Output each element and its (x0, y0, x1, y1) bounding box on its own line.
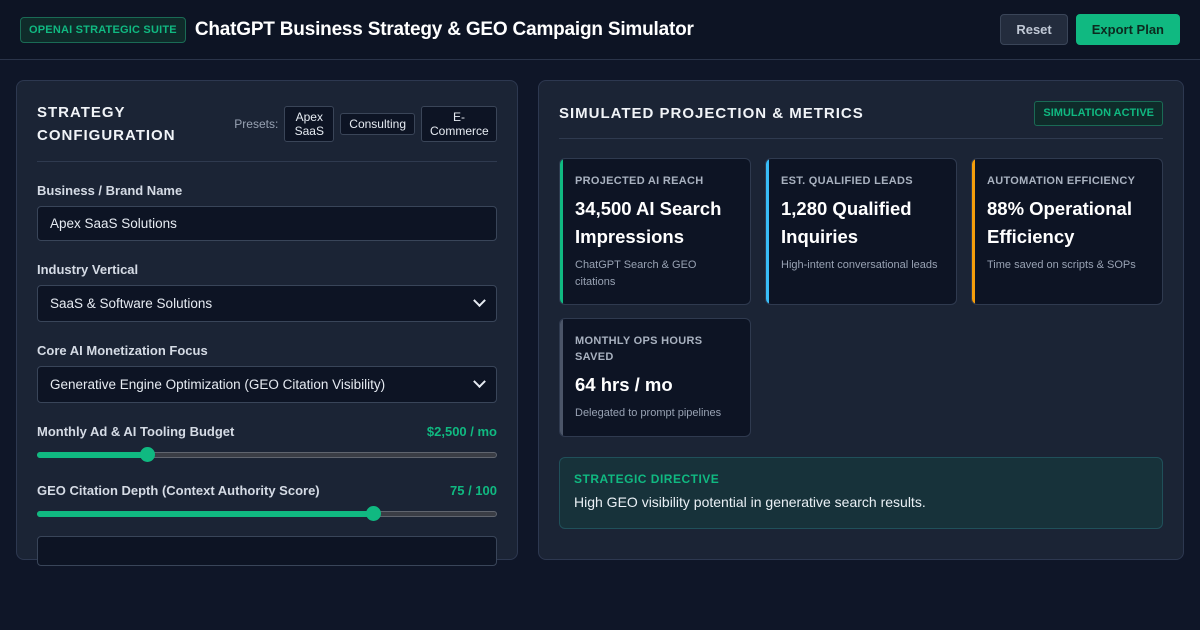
preset-ecommerce-line2: Commerce (430, 124, 489, 138)
budget-slider[interactable] (37, 447, 497, 463)
app-header: OPENAI STRATEGIC SUITE ChatGPT Business … (0, 0, 1200, 60)
brand-name-label: Business / Brand Name (37, 183, 183, 198)
focus-field: Core AI Monetization Focus Generative En… (37, 343, 497, 403)
metric-card-qualified-leads: EST. QUALIFIED LEADS 1,280 Qualified Inq… (765, 158, 957, 305)
budget-value: $2,500 / mo (426, 424, 497, 439)
strategic-directive-box: STRATEGIC DIRECTIVE High GEO visibility … (559, 457, 1163, 529)
export-plan-button[interactable]: Export Plan (1075, 14, 1180, 45)
presets-label: Presets: (234, 117, 279, 131)
app-title: ChatGPT Business Strategy & GEO Campaign… (194, 18, 694, 40)
next-field-input[interactable] (37, 536, 497, 566)
metric-subtext: High-intent conversational leads (781, 259, 938, 271)
metric-label: EST. QUALIFIED LEADS (781, 175, 913, 187)
geo-depth-field: GEO Citation Depth (Context Authority Sc… (37, 483, 497, 522)
metric-card-ops-hours-saved: MONTHLY OPS HOURS SAVED 64 hrs / mo Dele… (559, 318, 751, 437)
metric-card-automation-efficiency: AUTOMATION EFFICIENCY 88% Operational Ef… (971, 158, 1163, 305)
preset-apex-saas-button[interactable]: Apex SaaS (284, 106, 335, 142)
reset-button[interactable]: Reset (1000, 14, 1068, 45)
directive-label: STRATEGIC DIRECTIVE (574, 472, 720, 486)
geo-depth-slider[interactable] (37, 506, 497, 522)
config-panel-header: STRATEGY CONFIGURATION Presets: Apex Saa… (37, 101, 497, 162)
simulation-status-badge: SIMULATION ACTIVE (1034, 101, 1163, 126)
metric-label: AUTOMATION EFFICIENCY (987, 175, 1136, 187)
metric-value: 1,280 Qualified Inquiries (781, 198, 912, 247)
preset-apex-line1: Apex (295, 110, 323, 124)
metric-subtext: Delegated to prompt pipelines (575, 407, 722, 419)
industry-label: Industry Vertical (37, 262, 139, 277)
projection-panel-header: SIMULATED PROJECTION & METRICS SIMULATIO… (559, 101, 1163, 139)
metric-value: 88% Operational Efficiency (987, 198, 1132, 247)
chevron-down-icon (473, 294, 486, 308)
industry-select[interactable]: SaaS & Software Solutions (37, 285, 497, 322)
metric-value: 34,500 AI Search Impressions (575, 198, 722, 247)
focus-select[interactable]: Generative Engine Optimization (GEO Cita… (37, 366, 497, 403)
focus-label: Core AI Monetization Focus (37, 343, 208, 358)
budget-slider-row: Monthly Ad & AI Tooling Budget $2,500 / … (37, 424, 497, 439)
preset-ecommerce-button[interactable]: E- Commerce (421, 106, 497, 142)
metric-subtext: ChatGPT Search & GEO citations (575, 259, 697, 288)
focus-selected-value: Generative Engine Optimization (GEO Cita… (50, 377, 386, 392)
preset-consulting-button[interactable]: Consulting (340, 113, 415, 135)
geo-depth-label: GEO Citation Depth (Context Authority Sc… (37, 483, 320, 498)
config-title-line2: CONFIGURATION (37, 127, 176, 144)
brand-name-value: Apex SaaS Solutions (50, 216, 177, 231)
header-actions: Reset Export Plan (1000, 14, 1180, 45)
metrics-grid: PROJECTED AI REACH 34,500 AI Search Impr… (559, 158, 1163, 448)
preset-ecommerce-line1: E- (453, 110, 465, 124)
metric-subtext: Time saved on scripts & SOPs (987, 259, 1136, 271)
budget-slider-fill (37, 452, 148, 458)
chevron-down-icon (473, 375, 486, 389)
strategy-configuration-panel: STRATEGY CONFIGURATION Presets: Apex Saa… (16, 80, 518, 566)
industry-selected-value: SaaS & Software Solutions (50, 296, 213, 311)
budget-slider-thumb[interactable] (140, 447, 156, 462)
industry-field: Industry Vertical SaaS & Software Soluti… (37, 262, 497, 322)
geo-slider-row: GEO Citation Depth (Context Authority Sc… (37, 483, 497, 498)
geo-slider-fill (37, 511, 373, 517)
budget-field: Monthly Ad & AI Tooling Budget $2,500 / … (37, 424, 497, 463)
directive-text: High GEO visibility potential in generat… (574, 494, 926, 510)
config-title-line1: STRATEGY (37, 104, 126, 121)
projection-panel: SIMULATED PROJECTION & METRICS SIMULATIO… (538, 80, 1184, 560)
brand-name-input[interactable]: Apex SaaS Solutions (37, 206, 497, 241)
geo-slider-thumb[interactable] (365, 506, 381, 521)
metric-value: 64 hrs / mo (575, 374, 673, 395)
projection-panel-title: SIMULATED PROJECTION & METRICS (559, 105, 864, 122)
geo-depth-value: 75 / 100 (450, 483, 497, 498)
budget-label: Monthly Ad & AI Tooling Budget (37, 424, 235, 439)
metric-label: PROJECTED AI REACH (575, 175, 704, 187)
brand-group: OPENAI STRATEGIC SUITE ChatGPT Business … (20, 16, 694, 43)
presets-group: Presets: Apex SaaS Consulting E- Commerc… (234, 106, 497, 142)
metric-label: MONTHLY OPS HOURS SAVED (575, 335, 703, 363)
suite-badge: OPENAI STRATEGIC SUITE (20, 16, 186, 43)
brand-name-field: Business / Brand Name Apex SaaS Solution… (37, 183, 497, 241)
config-panel-title: STRATEGY CONFIGURATION (37, 101, 176, 147)
metric-card-ai-reach: PROJECTED AI REACH 34,500 AI Search Impr… (559, 158, 751, 305)
preset-apex-line2: SaaS (294, 124, 324, 138)
preset-consulting-label: Consulting (349, 117, 406, 131)
